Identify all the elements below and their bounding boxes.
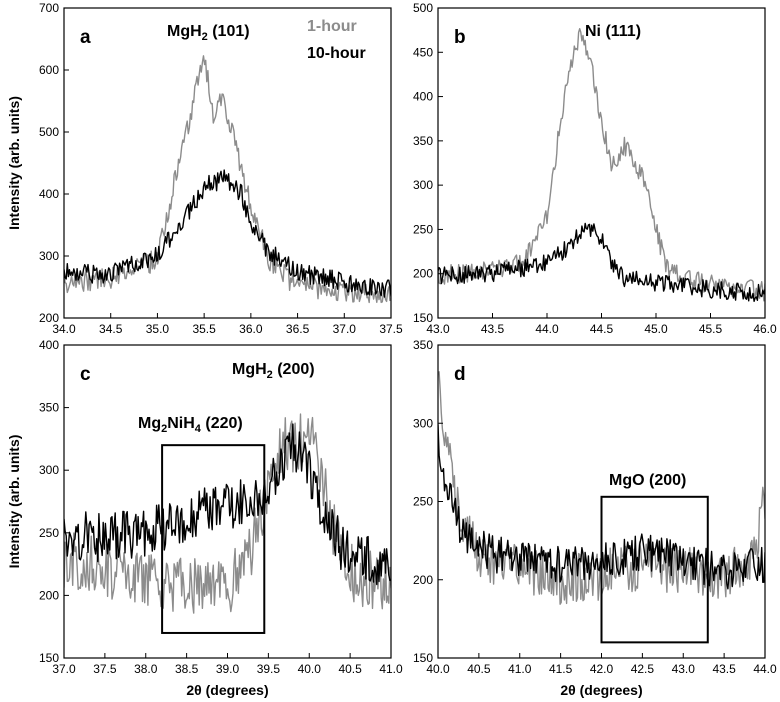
highlight-box	[161, 444, 266, 634]
peak-label: MgO (200)	[609, 472, 686, 489]
x-tick-label: 40.0	[298, 662, 322, 676]
x-axis-title: 2θ (degrees)	[186, 682, 268, 698]
y-tick-label: 200	[39, 588, 59, 602]
y-tick-label: 600	[39, 63, 59, 77]
box-label: Mg2NiH4 (220)	[138, 415, 243, 435]
y-tick-label: 150	[39, 651, 59, 665]
panel-d: 40.0 40.5 41.0 41.5 42.0 42.5 43.0 43.5 44.0 150 2…	[413, 338, 777, 698]
x-tick-label: 43.5	[481, 322, 505, 336]
panel-letter: d	[454, 364, 466, 385]
x-tick-label: 37.0	[52, 662, 76, 676]
x-tick-label: 45.0	[644, 322, 668, 336]
y-tick-label: 500	[413, 1, 433, 15]
series-line-10-hour	[438, 222, 765, 302]
panel-a: 34.0 34.5 35.0 35.5 36.0 36.5 37.0 37.5 200 300 40…	[6, 1, 403, 336]
y-tick-label: 150	[413, 651, 433, 665]
x-tick-label: 41.0	[508, 662, 532, 676]
y-tick-label: 200	[413, 267, 433, 281]
x-tick-label: 43.0	[426, 322, 450, 336]
x-tick-label: 41.0	[379, 662, 403, 676]
y-tick-label: 250	[413, 222, 433, 236]
x-tick-label: 41.5	[549, 662, 573, 676]
x-tick-label: 44.0	[753, 662, 777, 676]
peak-label: MgH2 (200)	[232, 361, 315, 381]
series-line-10-hour	[64, 169, 391, 298]
y-tick-label: 300	[413, 416, 433, 430]
legend-entry-10-hour: 10-hour	[307, 45, 366, 62]
plot-frame	[63, 7, 392, 319]
y-axis-title: Intensity (arb. units)	[6, 96, 22, 230]
x-tick-label: 46.0	[753, 322, 777, 336]
series-line-1-hour	[64, 413, 391, 614]
x-tick-label: 34.5	[99, 322, 123, 336]
x-tick-label: 38.0	[134, 662, 158, 676]
plot-frame	[63, 344, 392, 659]
x-tick-label: 38.5	[175, 662, 199, 676]
y-tick-label: 700	[39, 1, 59, 15]
x-axis-title: 2θ (degrees)	[560, 682, 642, 698]
panel-b: 43.0 43.5 44.0 44.5 45.0 45.5 46.0 150 200 250 300…	[413, 1, 777, 336]
legend-entry-1-hour: 1-hour	[307, 18, 357, 35]
x-tick-label: 35.0	[146, 322, 170, 336]
x-tick-label: 34.0	[52, 322, 76, 336]
x-tick-label: 37.5	[93, 662, 117, 676]
x-tick-label: 40.5	[338, 662, 362, 676]
panel-letter: c	[80, 364, 91, 385]
y-tick-label: 350	[413, 134, 433, 148]
y-tick-label: 300	[413, 178, 433, 192]
x-tick-label: 40.5	[467, 662, 491, 676]
y-tick-label: 300	[39, 249, 59, 263]
y-tick-label: 250	[413, 495, 433, 509]
x-tick-label: 42.0	[590, 662, 614, 676]
x-tick-label: 39.0	[216, 662, 240, 676]
x-tick-label: 36.0	[239, 322, 263, 336]
y-tick-label: 300	[39, 463, 59, 477]
y-tick-label: 400	[39, 338, 59, 352]
y-tick-label: 450	[413, 45, 433, 59]
x-tick-label: 35.5	[192, 322, 216, 336]
y-tick-label: 350	[413, 338, 433, 352]
y-tick-label: 350	[39, 401, 59, 415]
x-tick-label: 44.5	[590, 322, 614, 336]
y-tick-label: 400	[413, 90, 433, 104]
series-line-10-hour	[64, 423, 391, 586]
peak-label: Ni (111)	[585, 23, 641, 40]
x-tick-label: 44.0	[535, 322, 559, 336]
series-line-1-hour	[438, 28, 765, 302]
panel-c: 37.0 37.5 38.0 38.5 39.0 39.5 40.0 40.5 41.0 150 2…	[6, 338, 403, 698]
y-tick-label: 200	[39, 311, 59, 325]
x-tick-label: 40.0	[426, 662, 450, 676]
y-axis-title: Intensity (arb. units)	[6, 435, 22, 569]
x-tick-label: 45.5	[699, 322, 723, 336]
x-tick-label: 39.5	[257, 662, 281, 676]
x-tick-label: 43.0	[672, 662, 696, 676]
x-tick-label: 37.0	[333, 322, 357, 336]
series-line-1-hour	[64, 55, 391, 304]
panel-letter: b	[454, 27, 466, 48]
y-tick-label: 200	[413, 573, 433, 587]
y-tick-label: 250	[39, 526, 59, 540]
highlight-box	[600, 495, 709, 644]
y-tick-label: 150	[413, 311, 433, 325]
panel-letter: a	[80, 27, 91, 48]
x-tick-label: 37.5	[379, 322, 403, 336]
x-tick-label: 43.5	[712, 662, 736, 676]
y-tick-label: 400	[39, 187, 59, 201]
x-tick-label: 36.5	[286, 322, 310, 336]
y-tick-label: 500	[39, 125, 59, 139]
x-tick-label: 42.5	[631, 662, 655, 676]
peak-label: MgH2 (101)	[167, 23, 250, 43]
